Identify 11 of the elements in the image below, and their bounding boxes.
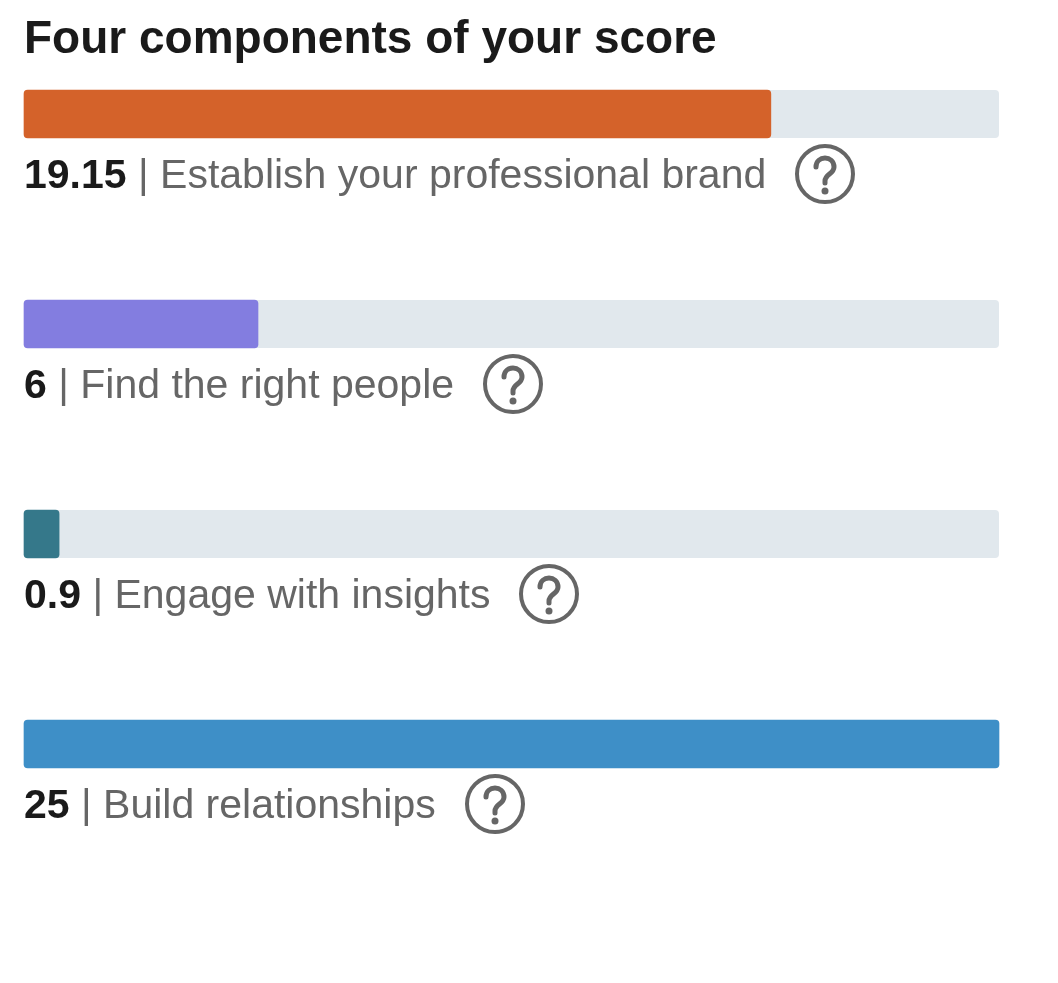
y-tick-label: | Engage with insights xyxy=(81,571,491,617)
data-label: 25 xyxy=(24,781,70,827)
chart-title: Four components of your score xyxy=(24,10,718,64)
bar xyxy=(23,299,259,349)
y-tick-label: | Build relationships xyxy=(69,781,436,827)
y-tick-label: | Find the right people xyxy=(46,361,455,407)
y-tick-label: | Establish your professional brand xyxy=(126,151,767,197)
bar xyxy=(23,509,60,559)
data-label: 19.15 xyxy=(24,151,127,197)
data-label: 0.9 xyxy=(24,571,81,617)
data-label: 6 xyxy=(24,361,47,407)
